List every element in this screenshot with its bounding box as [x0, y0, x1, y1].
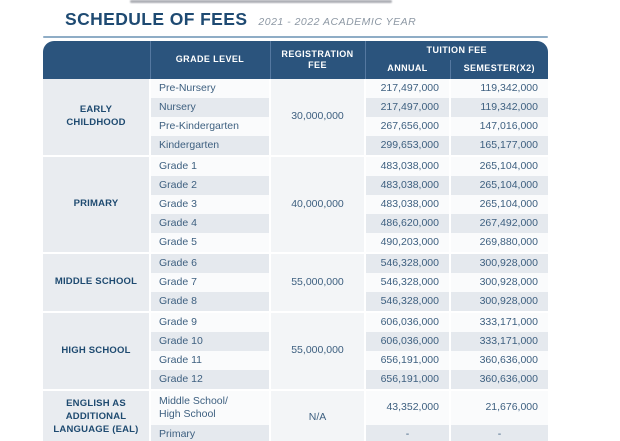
grade-level-cell: Grade 8	[149, 292, 270, 312]
semester-fee-cell: 333,171,000	[449, 311, 548, 332]
grade-level-cell: Grade 1	[149, 155, 270, 176]
table-row: Grade 4 486,620,000 267,492,000	[43, 214, 548, 233]
annual-fee-cell: 483,038,000	[364, 195, 450, 214]
semester-fee-cell: 360,636,000	[449, 351, 548, 370]
table-row: Grade 2 483,038,000 265,104,000	[43, 176, 548, 195]
semester-fee-cell: 267,492,000	[449, 214, 548, 233]
annual-fee-cell: 299,653,000	[364, 136, 450, 156]
page-header: SCHEDULE OF FEES 2021 - 2022 ACADEMIC YE…	[65, 9, 416, 30]
category-cell: EARLY CHILDHOOD	[43, 79, 150, 156]
column-header-tuition-fee: TUITION FEE	[364, 41, 548, 60]
table-row: Grade 7 546,328,000 300,928,000	[43, 273, 548, 292]
schedule-table: GRADE LEVEL REGISTRATION FEE TUITION FEE…	[43, 41, 548, 441]
registration-fee-cell: N/A	[269, 389, 365, 441]
column-header-annual: ANNUAL	[364, 60, 450, 79]
registration-fee-cell: 30,000,000	[269, 79, 365, 156]
semester-fee-cell: 300,928,000	[449, 292, 548, 312]
cropped-content-artifact	[130, 0, 392, 3]
grade-level-cell: Grade 7	[149, 273, 270, 292]
grade-level-cell: Primary	[149, 425, 270, 441]
category-cell: MIDDLE SCHOOL	[43, 252, 150, 312]
semester-fee-cell: 265,104,000	[449, 176, 548, 195]
semester-fee-cell: 147,016,000	[449, 117, 548, 136]
semester-fee-cell: 21,676,000	[449, 389, 548, 425]
fee-table-card: GRADE LEVEL REGISTRATION FEE TUITION FEE…	[43, 41, 548, 441]
table-row: Grade 10 606,036,000 333,171,000	[43, 332, 548, 351]
table-row: Grade 8 546,328,000 300,928,000	[43, 292, 548, 312]
annual-fee-cell: -	[364, 425, 450, 441]
annual-fee-cell: 486,620,000	[364, 214, 450, 233]
column-header-grade-level: GRADE LEVEL	[149, 41, 270, 79]
semester-fee-cell: -	[449, 425, 548, 441]
grade-level-cell: Grade 12	[149, 370, 270, 390]
table-row: Grade 5 490,203,000 269,880,000	[43, 233, 548, 253]
semester-fee-cell: 269,880,000	[449, 233, 548, 253]
grade-level-cell: Grade 4	[149, 214, 270, 233]
page-title: SCHEDULE OF FEES	[65, 9, 248, 29]
annual-fee-cell: 546,328,000	[364, 252, 450, 273]
grade-level-cell: Grade 3	[149, 195, 270, 214]
registration-fee-cell: 55,000,000	[269, 252, 365, 312]
annual-fee-cell: 490,203,000	[364, 233, 450, 253]
grade-level-cell: Pre-Kindergarten	[149, 117, 270, 136]
annual-fee-cell: 546,328,000	[364, 292, 450, 312]
table-header: GRADE LEVEL REGISTRATION FEE TUITION FEE…	[43, 41, 548, 79]
column-header-semester: SEMESTER(X2)	[449, 60, 548, 79]
category-cell: PRIMARY	[43, 155, 150, 253]
category-cell: HIGH SCHOOL	[43, 311, 150, 390]
semester-fee-cell: 165,177,000	[449, 136, 548, 156]
fee-table-body: EARLY CHILDHOOD Pre-Nursery 30,000,000 217,…	[43, 79, 548, 441]
semester-fee-cell: 119,342,000	[449, 79, 548, 98]
annual-fee-cell: 483,038,000	[364, 176, 450, 195]
semester-fee-cell: 265,104,000	[449, 155, 548, 176]
fee-table-area: GRADE LEVEL REGISTRATION FEE TUITION FEE…	[43, 36, 548, 441]
annual-fee-cell: 483,038,000	[364, 155, 450, 176]
grade-level-cell: Grade 9	[149, 311, 270, 332]
table-row: Grade 3 483,038,000 265,104,000	[43, 195, 548, 214]
grade-level-cell: Grade 2	[149, 176, 270, 195]
annual-fee-cell: 546,328,000	[364, 273, 450, 292]
annual-fee-cell: 43,352,000	[364, 389, 450, 425]
page-subtitle: 2021 - 2022 ACADEMIC YEAR	[258, 16, 417, 28]
grade-level-cell: Middle School/ High School	[149, 389, 270, 425]
table-row: Grade 11 656,191,000 360,636,000	[43, 351, 548, 370]
table-row: PRIMARY Grade 1 40,000,000 483,038,000 265,1…	[43, 155, 548, 253]
annual-fee-cell: 656,191,000	[364, 370, 450, 390]
annual-fee-cell: 217,497,000	[364, 98, 450, 117]
grade-level-cell: Nursery	[149, 98, 270, 117]
table-row: MIDDLE SCHOOL Grade 6 55,000,000 546,328,00…	[43, 252, 548, 312]
semester-fee-cell: 360,636,000	[449, 370, 548, 390]
column-header-registration-fee: REGISTRATION FEE	[269, 41, 365, 79]
semester-fee-cell: 265,104,000	[449, 195, 548, 214]
table-row: Pre-Kindergarten 267,656,000 147,016,000	[43, 117, 548, 136]
top-rule	[43, 36, 548, 38]
semester-fee-cell: 300,928,000	[449, 273, 548, 292]
table-row: Nursery 217,497,000 119,342,000	[43, 98, 548, 117]
semester-fee-cell: 333,171,000	[449, 332, 548, 351]
grade-level-cell: Kindergarten	[149, 136, 270, 156]
registration-fee-cell: 40,000,000	[269, 155, 365, 253]
table-row: ENGLISH AS ADDITIONAL LANGUAGE (EAL) Midd…	[43, 389, 548, 441]
registration-fee-cell: 55,000,000	[269, 311, 365, 390]
grade-level-cell: Grade 6	[149, 252, 270, 273]
semester-fee-cell: 300,928,000	[449, 252, 548, 273]
category-cell: ENGLISH AS ADDITIONAL LANGUAGE (EAL)	[43, 389, 150, 441]
table-row: EARLY CHILDHOOD Pre-Nursery 30,000,000 217,…	[43, 79, 548, 156]
table-row: Primary - -	[43, 425, 548, 441]
annual-fee-cell: 217,497,000	[364, 79, 450, 98]
annual-fee-cell: 606,036,000	[364, 332, 450, 351]
grade-level-cell: Grade 5	[149, 233, 270, 253]
annual-fee-cell: 606,036,000	[364, 311, 450, 332]
grade-level-cell: Pre-Nursery	[149, 79, 270, 98]
table-row: Grade 12 656,191,000 360,636,000	[43, 370, 548, 390]
table-row: Kindergarten 299,653,000 165,177,000	[43, 136, 548, 156]
annual-fee-cell: 656,191,000	[364, 351, 450, 370]
grade-level-cell: Grade 10	[149, 332, 270, 351]
grade-level-cell: Grade 11	[149, 351, 270, 370]
table-row: HIGH SCHOOL Grade 9 55,000,000 606,036,000 3…	[43, 311, 548, 390]
semester-fee-cell: 119,342,000	[449, 98, 548, 117]
annual-fee-cell: 267,656,000	[364, 117, 450, 136]
column-header-category	[43, 41, 150, 79]
